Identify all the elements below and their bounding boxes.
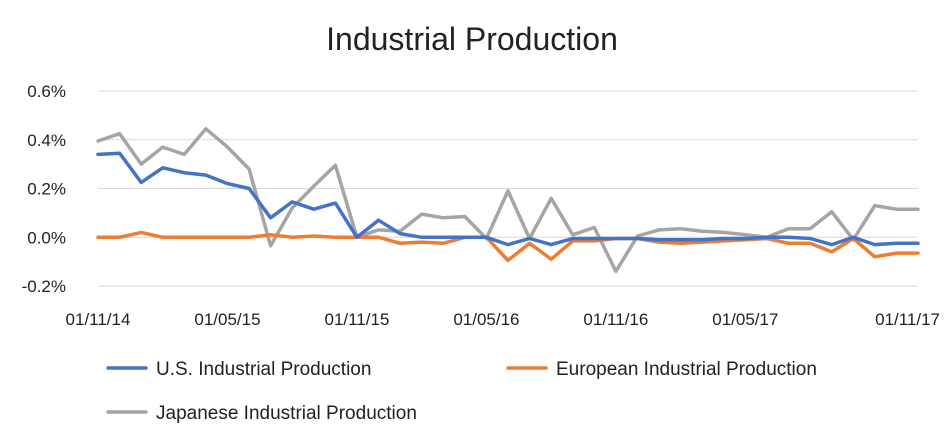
x-tick-label: 01/05/16 <box>453 310 519 329</box>
series-line-1 <box>96 230 920 263</box>
legend: U.S. Industrial Production European Indus… <box>106 359 817 424</box>
y-tick-label: 0.0% <box>27 228 66 247</box>
legend-label: European Industrial Production <box>556 359 817 380</box>
x-tick-label: 01/11/16 <box>583 310 648 329</box>
y-tick-label: -0.2% <box>22 277 66 296</box>
x-tick-label: 01/11/17 <box>875 310 940 329</box>
x-tick-label: 01/05/15 <box>194 310 260 329</box>
x-tick-label: 01/11/14 <box>66 310 131 329</box>
y-axis-ticks: 0.6% 0.4% 0.2% 0.0% -0.2% <box>22 82 66 296</box>
x-tick-label: 01/11/15 <box>324 310 389 329</box>
legend-label: Japanese Industrial Production <box>156 403 417 424</box>
y-tick-label: 0.6% <box>27 82 66 101</box>
legend-label: U.S. Industrial Production <box>156 359 371 380</box>
y-tick-label: 0.4% <box>27 131 66 150</box>
chart-title: Industrial Production <box>326 21 618 57</box>
x-axis-ticks: 01/11/14 01/05/15 01/11/15 01/05/16 01/11/16… <box>66 310 940 329</box>
series-line-0 <box>96 151 920 247</box>
x-tick-label: 01/05/17 <box>712 310 778 329</box>
y-tick-label: 0.2% <box>27 180 66 199</box>
series-lines <box>96 127 920 274</box>
grid-lines <box>98 90 918 287</box>
series-line-2 <box>96 127 920 274</box>
